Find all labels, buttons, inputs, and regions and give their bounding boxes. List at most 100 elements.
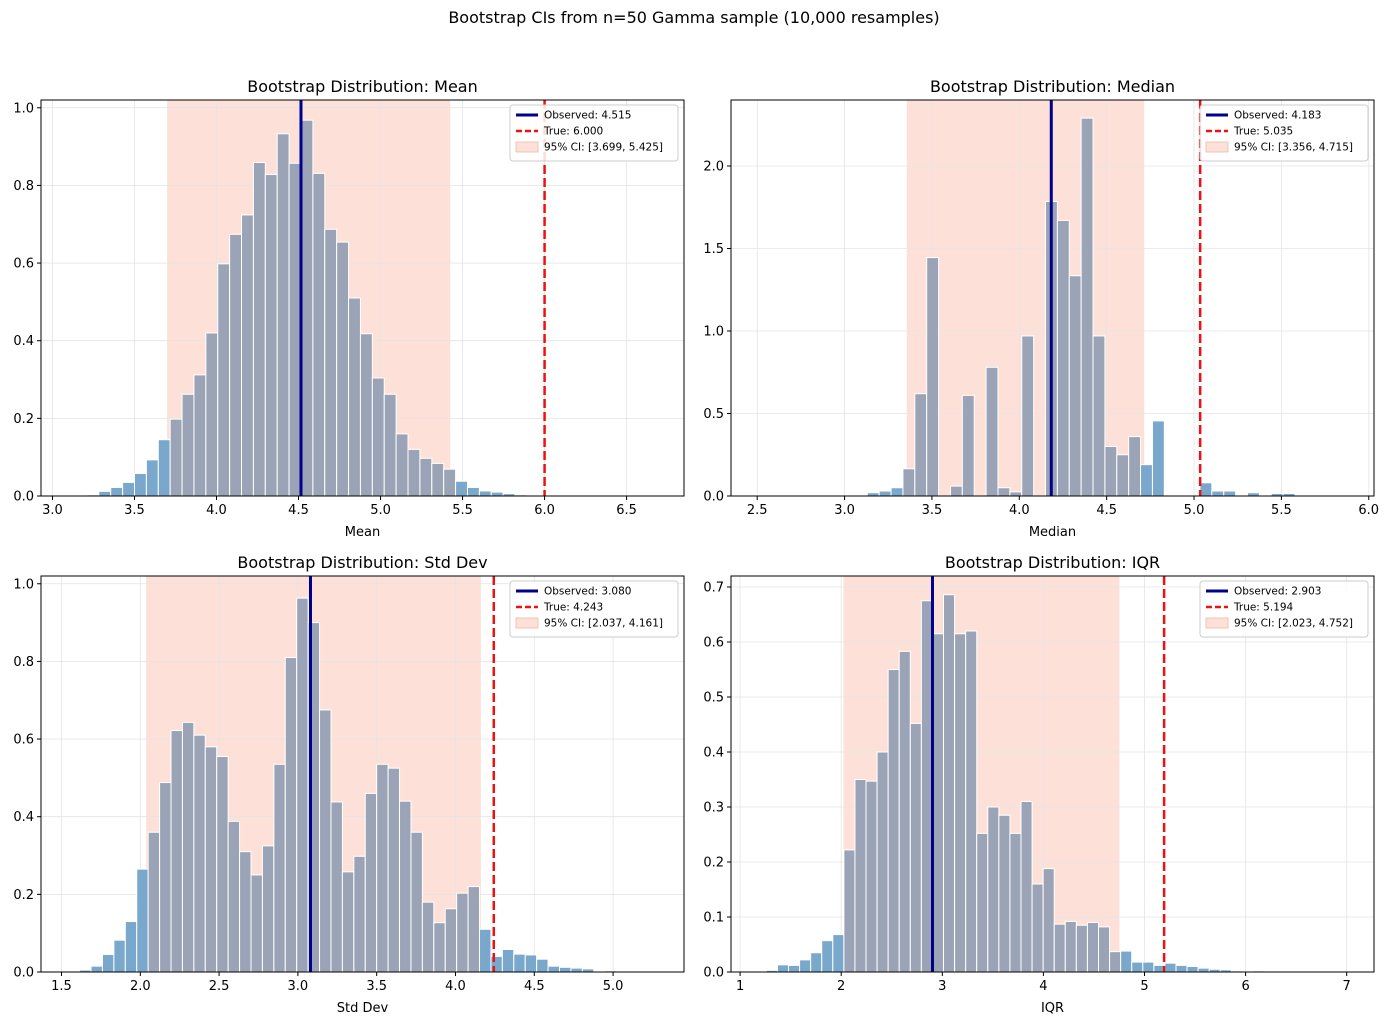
histogram-bar — [547, 965, 560, 972]
histogram-bar — [229, 233, 243, 496]
histogram-bar — [407, 448, 421, 496]
histogram-bar — [276, 133, 290, 496]
plot-area — [41, 576, 684, 972]
y-tick-label: 2.0 — [703, 160, 724, 175]
histogram-bar — [383, 393, 397, 496]
y-tick-label: 0.6 — [13, 257, 34, 272]
x-tick-label: 1.5 — [51, 979, 72, 994]
histogram-bar — [902, 468, 916, 496]
histogram-bar — [1116, 454, 1130, 496]
histogram-bar — [133, 472, 147, 496]
histogram-bar — [490, 491, 504, 496]
histogram-bar — [949, 485, 963, 496]
histogram-bar — [193, 734, 206, 972]
histogram-bar — [261, 845, 275, 972]
legend-entry: 95% CI: [3.356, 4.715] — [1234, 142, 1353, 154]
histogram-bar — [513, 953, 526, 972]
chart-title: Bootstrap Distribution: Mean — [247, 77, 477, 96]
histogram-bar — [1128, 436, 1142, 496]
x-tick-label: 2.0 — [130, 979, 151, 994]
x-tick-label: 4.5 — [1096, 503, 1117, 518]
histogram-bar — [348, 297, 361, 496]
y-tick-label: 0.2 — [703, 856, 724, 871]
legend-entry: 95% CI: [2.037, 4.161] — [544, 618, 663, 630]
histogram-bar — [1252, 970, 1266, 972]
histogram-bar — [1056, 219, 1070, 496]
histogram-bar — [1109, 951, 1122, 972]
legend-entry: True: 4.243 — [543, 602, 603, 614]
histogram-bar — [110, 486, 124, 496]
x-tick-label: 7 — [1343, 979, 1351, 994]
x-tick-label: 6.0 — [1358, 503, 1379, 518]
plot-area — [41, 100, 684, 496]
histogram-bar — [455, 480, 468, 496]
legend-ci-swatch — [515, 617, 539, 629]
histogram-bar — [832, 934, 845, 972]
histogram-bar — [241, 214, 254, 496]
histogram-bar — [876, 751, 889, 972]
x-tick-label: 4.0 — [206, 503, 227, 518]
histogram-bar — [419, 457, 433, 496]
y-tick-label: 0.4 — [703, 746, 724, 761]
histogram-bar — [1151, 420, 1165, 496]
histogram-bar — [1098, 926, 1111, 972]
histogram-bar — [341, 871, 355, 972]
y-tick-label: 0.8 — [13, 179, 34, 194]
histogram-bar — [479, 928, 492, 972]
histogram-bar — [170, 730, 183, 972]
histogram-bar — [987, 806, 1000, 972]
plot-area — [731, 100, 1374, 496]
legend-ci-swatch — [515, 141, 539, 153]
x-tick-label: 4.0 — [1009, 503, 1030, 518]
legend-entry: True: 5.035 — [1233, 126, 1293, 138]
x-axis-label: Median — [1029, 525, 1076, 540]
histogram-bar — [776, 964, 790, 972]
x-tick-label: 5.5 — [452, 503, 473, 518]
histogram-bar — [324, 228, 338, 496]
histogram-bar — [1246, 492, 1260, 496]
histogram-bar — [227, 820, 241, 972]
histogram-bar — [887, 669, 900, 972]
legend-entry: 95% CI: [2.023, 4.752] — [1234, 618, 1353, 630]
histogram-bar — [558, 966, 572, 972]
chart-panel-2: 1.5 2.0 2.5 3.0 3.5 4.0 4.5 5.0 0.0 0.2 0.4 0.6 0.8 1… — [13, 553, 685, 1016]
legend-box — [509, 580, 679, 638]
y-tick-label: 0.2 — [13, 412, 34, 427]
histogram-bar — [252, 162, 266, 496]
legend-entry: True: 5.194 — [1233, 602, 1294, 614]
legend: Observed: 3.080 True: 4.243 95% CI: [2.037… — [509, 580, 679, 638]
histogram-bar — [961, 394, 975, 496]
legend: Observed: 4.515 True: 6.000 95% CI: [3.699… — [509, 104, 679, 162]
histogram-bar — [1223, 490, 1237, 496]
histogram-bar — [1120, 950, 1133, 972]
x-tick-label: 4 — [1039, 979, 1047, 994]
y-tick-label: 0.0 — [13, 490, 34, 505]
histogram-bar — [284, 657, 298, 972]
histogram-bar — [147, 831, 161, 972]
histogram-bar — [296, 597, 309, 972]
histogram-bar — [443, 468, 457, 496]
histogram-bar — [124, 921, 138, 972]
y-tick-label: 0.5 — [703, 407, 724, 422]
histogram-bar — [843, 849, 856, 972]
histogram-bar — [890, 487, 904, 496]
histogram-bar — [1020, 801, 1033, 972]
y-tick-label: 1.5 — [703, 242, 724, 257]
y-tick-label: 1.0 — [703, 325, 724, 340]
y-tick-label: 0.8 — [13, 655, 34, 670]
chart-title: Bootstrap Distribution: Median — [930, 77, 1175, 96]
x-tick-label: 2.5 — [747, 503, 768, 518]
histogram-bar — [336, 241, 350, 496]
histogram-bar — [854, 779, 867, 972]
histogram-bar — [399, 800, 412, 972]
x-tick-label: 5 — [1140, 979, 1148, 994]
x-tick-label: 2 — [837, 979, 845, 994]
legend-ci-swatch — [1205, 617, 1229, 629]
histogram-bar — [1086, 922, 1100, 972]
y-tick-label: 1.0 — [13, 101, 34, 116]
x-tick-label: 3.0 — [288, 979, 309, 994]
histogram-bar — [101, 954, 115, 972]
histogram-bar — [821, 940, 834, 972]
histogram-bar — [799, 959, 812, 972]
